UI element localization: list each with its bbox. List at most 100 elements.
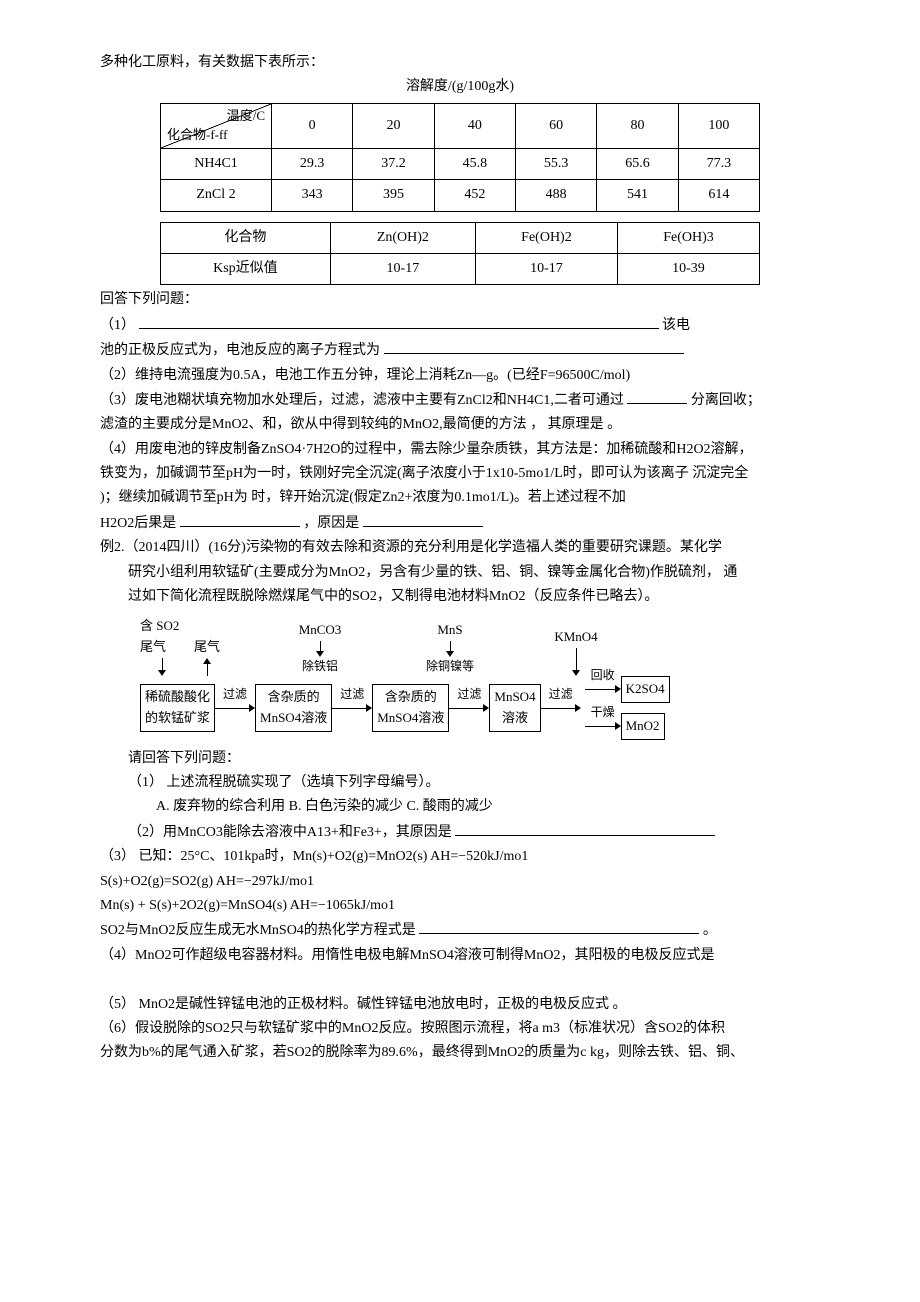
flow-outputs: 回收 K2SO4 干燥 MnO2 (585, 676, 670, 740)
q4c-line: )；继续加碱调节至pH为 时，锌开始沉淀(假定Zn2+浓度为0.1mo1/L)。… (100, 487, 820, 509)
p-ans: 请回答下列问题： (100, 748, 820, 770)
out-label: 回收 (591, 666, 615, 685)
q4d-mid: ，原因是 (303, 516, 359, 531)
n4b: 溶液 (494, 708, 535, 729)
n1a: 稀硫酸酸化 (145, 687, 210, 708)
p3b: S(s)+O2(g)=SO2(g) AH=−297kJ/mo1 (100, 871, 820, 893)
out-label: 干燥 (591, 703, 615, 722)
vline (450, 641, 451, 651)
flow-node-2: 含杂质的 MnSO4溶液 (255, 684, 332, 732)
p3d-text: SO2与MnO2反应生成无水MnSO4的热化学方程式是 (100, 923, 416, 938)
vline (162, 658, 163, 670)
q4b-line: 铁变为，加碱调节至pH为一时，铁刚好完全沉淀(离子浓度小于1x10-5mo1/L… (100, 463, 820, 485)
arrow-down-icon (158, 670, 166, 676)
arrow-label: 过滤 (549, 685, 573, 704)
cell: 614 (678, 180, 759, 211)
cell: 10-17 (330, 253, 475, 284)
temp-h: 100 (678, 103, 759, 148)
q3a-text: （3）废电池糊状填充物加水处理后，过滤，滤液中主要有ZnCl2和NH4C1,二者… (100, 393, 627, 408)
q-head: 回答下列问题： (100, 289, 820, 311)
cell: 45.8 (434, 148, 515, 179)
temp-h: 60 (515, 103, 596, 148)
arrow-right-icon: 过滤 (449, 701, 489, 715)
q1-line: （1） 该电 (100, 314, 820, 337)
arrow-right-icon: 过滤 (541, 701, 581, 715)
p2-line: （2）用MnCO3能除去溶液中A13+和Fe3+，其原因是 (100, 821, 820, 844)
ksp-h: Fe(OH)2 (475, 222, 617, 253)
p6a: （6）假设脱除的SO2只与软锰矿浆中的MnO2反应。按照图示流程，将a m3（标… (100, 1018, 820, 1040)
arrow-right-icon: 过滤 (332, 701, 372, 715)
n2b: MnSO4溶液 (260, 708, 327, 729)
table-row: ZnCl 2 343 395 452 488 541 614 (161, 180, 760, 211)
arrow-label: 过滤 (340, 685, 364, 704)
ksp-label: Ksp近似值 (161, 253, 331, 284)
p4: （4）MnO2可作超级电容器材料。用惰性电极电解MnSO4溶液可制得MnO2，其… (100, 945, 820, 967)
q3b-line: 滤渣的主要成分是MnO2、和，欲从中得到较纯的MnO2,最简便的方法 ， 其原理… (100, 414, 820, 436)
q1-num: （1） (100, 318, 135, 333)
vline (320, 641, 321, 651)
diag-cell: 温度/C 化合物-f-ff (161, 103, 272, 148)
n3b: MnSO4溶液 (377, 708, 444, 729)
p1opt: A. 废弃物的综合利用 B. 白色污染的减少 C. 酸雨的减少 (100, 796, 820, 818)
ex2a: 例2.（2014四川）(16分)污染物的有效去除和资源的充分利用是化学造福人类的… (100, 537, 820, 559)
p5: （5） MnO2是碱性锌锰电池的正极材料。碱性锌锰电池放电时，正极的电极反应式 … (100, 994, 820, 1016)
blank (139, 314, 659, 329)
diag-top: 温度/C (227, 106, 265, 127)
flow-add3: MnS (437, 620, 462, 641)
vline (576, 648, 577, 670)
flow-node-1: 稀硫酸酸化 的软锰矿浆 (140, 684, 215, 732)
q2-line: （2）维持电流强度为0.5A，电池工作五分钟，理论上消耗Zn—g。(已经F=96… (100, 365, 820, 387)
q1c-text: 池的正极反应式为，电池反应的离子方程式为 (100, 343, 384, 358)
solubility-table: 温度/C 化合物-f-ff 0 20 40 60 80 100 NH4C1 29… (160, 103, 760, 212)
temp-h: 20 (353, 103, 434, 148)
temp-h: 0 (272, 103, 353, 148)
flow-diagram: 含 SO2 尾气 尾气 MnCO3 除铁铝 MnS 除铜镍等 KMnO4 (140, 616, 820, 739)
p2-text: （2）用MnCO3能除去溶液中A13+和Fe3+，其原因是 (128, 825, 455, 840)
flow-node-3: 含杂质的 MnSO4溶液 (372, 684, 449, 732)
blank (180, 512, 300, 527)
ex2c: 过如下简化流程既脱除燃煤尾气中的SO2，又制得电池材料MnO2（反应条件已略去）… (100, 586, 820, 608)
cell: 452 (434, 180, 515, 211)
intro: 多种化工原料，有关数据下表所示： (100, 52, 820, 74)
flow-out-2: MnO2 (621, 713, 665, 740)
p6b: 分数为b%的尾气通入矿浆，若SO2的脱除率为89.6%，最终得到MnO2的质量为… (100, 1042, 820, 1064)
p3c: Mn(s) + S(s)+2O2(g)=MnSO4(s) AH=−1065kJ/… (100, 895, 820, 917)
flow-top-row: 含 SO2 尾气 尾气 MnCO3 除铁铝 MnS 除铜镍等 KMnO4 (140, 616, 820, 676)
arrow-label: 过滤 (457, 685, 481, 704)
n3a: 含杂质的 (377, 687, 444, 708)
q4d-head: H2O2后果是 (100, 516, 176, 531)
q3a-tail: 分离回收； (691, 393, 761, 408)
flow-add2: MnCO3 (299, 620, 342, 641)
flow-lab2: 除铁铝 (302, 657, 338, 676)
arrow-label: 过滤 (223, 685, 247, 704)
q4a-line: （4）用废电池的锌皮制备ZnSO4·7H2O的过程中，需去除少量杂质铁，其方法是… (100, 439, 820, 461)
flow-add4: KMnO4 (554, 627, 597, 648)
cell: 10-39 (617, 253, 759, 284)
q4d-line: H2O2后果是 ，原因是 (100, 512, 820, 535)
vline (207, 664, 208, 676)
arrow-right-icon: 回收 (585, 682, 621, 696)
blank (363, 512, 483, 527)
arrow-right-icon: 干燥 (585, 719, 621, 733)
flow-in-label: 含 SO2 尾气 (140, 616, 184, 658)
cell: 55.3 (515, 148, 596, 179)
table-row: NH4C1 29.3 37.2 45.8 55.3 65.6 77.3 (161, 148, 760, 179)
ksp-table: 化合物 Zn(OH)2 Fe(OH)2 Fe(OH)3 Ksp近似值 10-17… (160, 222, 760, 286)
q1-tail: 该电 (662, 318, 690, 333)
flow-main-row: 稀硫酸酸化 的软锰矿浆 过滤 含杂质的 MnSO4溶液 过滤 含杂质的 MnSO… (140, 676, 820, 740)
cell: 541 (597, 180, 678, 211)
flow-out-1: K2SO4 (621, 676, 670, 703)
blank (455, 821, 715, 836)
q1c-line: 池的正极反应式为，电池反应的离子方程式为 (100, 339, 820, 362)
temp-h: 40 (434, 103, 515, 148)
q3a-line: （3）废电池糊状填充物加水处理后，过滤，滤液中主要有ZnCl2和NH4C1,二者… (100, 389, 820, 412)
arrow-right-icon: 过滤 (215, 701, 255, 715)
blank (384, 339, 684, 354)
arrow-down-icon (572, 670, 580, 676)
cell: 37.2 (353, 148, 434, 179)
n2a: 含杂质的 (260, 687, 327, 708)
blank (419, 919, 699, 934)
flow-lab3: 除铜镍等 (426, 657, 474, 676)
cell: 10-17 (475, 253, 617, 284)
cell: 77.3 (678, 148, 759, 179)
